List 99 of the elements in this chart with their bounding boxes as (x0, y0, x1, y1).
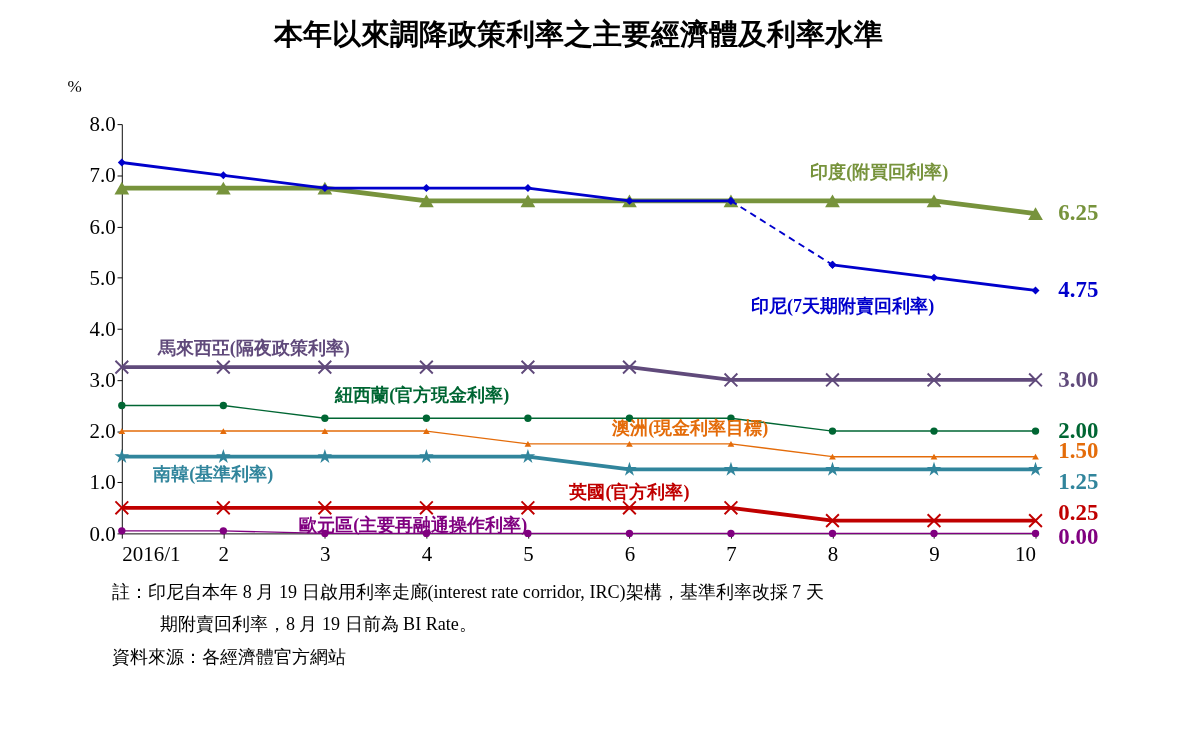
point (1031, 427, 1040, 435)
y-tick-label: 1.0 (89, 470, 116, 495)
point (825, 194, 840, 208)
point (930, 529, 938, 538)
series-label: 印度(附買回利率) (810, 162, 949, 184)
x-tick-label: 8 (827, 541, 839, 566)
y-tick-label: 7.0 (89, 163, 116, 188)
point (520, 448, 536, 463)
y-tick-label: 3.0 (89, 368, 116, 393)
series-label: 印尼(7天期附賣回利率) (751, 295, 935, 317)
x-tick-label: 5 (523, 541, 534, 566)
point (114, 448, 130, 463)
x-tick-label: 2 (218, 541, 230, 566)
point (723, 461, 739, 476)
point (1028, 513, 1043, 528)
y-tick-label: 8.0 (89, 112, 116, 137)
point (727, 440, 735, 447)
x-tick-label: 2016/1 (122, 541, 181, 566)
point (117, 158, 126, 167)
data-label: 0.25 (1058, 499, 1099, 525)
point (419, 359, 434, 375)
x-tick-label: 4 (421, 541, 433, 566)
point (423, 428, 430, 434)
y-tick-label: 2.0 (89, 419, 116, 444)
x-tick-label: 9 (929, 541, 940, 566)
point (422, 184, 431, 193)
point (321, 428, 329, 434)
point (825, 372, 840, 388)
point (520, 500, 536, 516)
data-label: 6.25 (1058, 200, 1099, 226)
point (520, 359, 536, 375)
point (219, 401, 228, 410)
text: 註：印尼自本年 8 月 19 日啟用利率走廊(interest rate corridor, IRC)架構，基準利率改採 7 天期附賣回利率，8 月 19 日前為 BI Rate。 (112, 582, 824, 635)
point (727, 529, 735, 538)
source-note: 資料來源：各經濟體官方網站 (112, 646, 347, 667)
x-tick-label: 7 (726, 541, 737, 566)
point (1031, 286, 1040, 295)
series-label: 英國(官方利率) (568, 482, 690, 504)
point (419, 194, 434, 208)
point (626, 440, 633, 447)
point (118, 401, 126, 410)
point (1028, 207, 1043, 221)
point (829, 453, 836, 460)
data-label: 3.00 (1058, 366, 1099, 392)
point (216, 359, 231, 375)
point (723, 372, 739, 388)
point (524, 440, 532, 447)
point (317, 359, 333, 375)
point (317, 448, 333, 463)
data-label: 4.75 (1058, 277, 1099, 303)
point (216, 448, 231, 463)
series-label: 紐西蘭(官方現金利率) (334, 385, 510, 407)
series-label: 南韓(基準利率) (152, 463, 274, 485)
point (622, 500, 637, 516)
point (825, 513, 840, 528)
x-tick-label: 6 (624, 541, 636, 566)
point (114, 181, 130, 195)
point (825, 461, 840, 476)
x-tick-label: 10 (1015, 541, 1036, 566)
point (926, 513, 942, 528)
point (114, 500, 130, 516)
point (930, 273, 938, 282)
point (625, 529, 634, 538)
point (1032, 453, 1039, 460)
y-tick-label: 0.0 (89, 521, 116, 546)
point (926, 461, 942, 476)
point (926, 194, 942, 208)
point (524, 414, 532, 422)
series-label: 馬來西亞(隔夜政策利率) (156, 337, 350, 359)
point (114, 359, 130, 375)
point (419, 500, 434, 516)
point (622, 359, 637, 375)
x-tick-label: 3 (320, 541, 331, 566)
point (216, 500, 231, 516)
point (930, 453, 938, 460)
point (1028, 372, 1043, 388)
point (219, 428, 227, 434)
point (828, 529, 837, 538)
point (520, 194, 536, 208)
point (321, 414, 329, 422)
point (828, 427, 837, 435)
point (219, 527, 228, 535)
y-tick-label: 4.0 (89, 316, 116, 341)
data-label: 1.25 (1058, 469, 1099, 495)
point (219, 171, 228, 180)
point (1028, 461, 1043, 476)
point (723, 500, 739, 516)
point (419, 448, 434, 463)
series-label: 澳洲(現金利率目標) (611, 418, 769, 440)
chart-title: 本年以來調降政策利率之主要經濟體及利率水準 (273, 18, 884, 51)
point (926, 372, 942, 388)
data-label: 0.00 (1058, 523, 1099, 549)
point (930, 427, 938, 435)
point (317, 500, 333, 516)
y-axis-title: % (67, 77, 82, 97)
point (422, 414, 431, 422)
y-tick-label: 6.0 (89, 214, 116, 239)
point (215, 181, 231, 195)
y-tick-label: 5.0 (89, 265, 116, 290)
